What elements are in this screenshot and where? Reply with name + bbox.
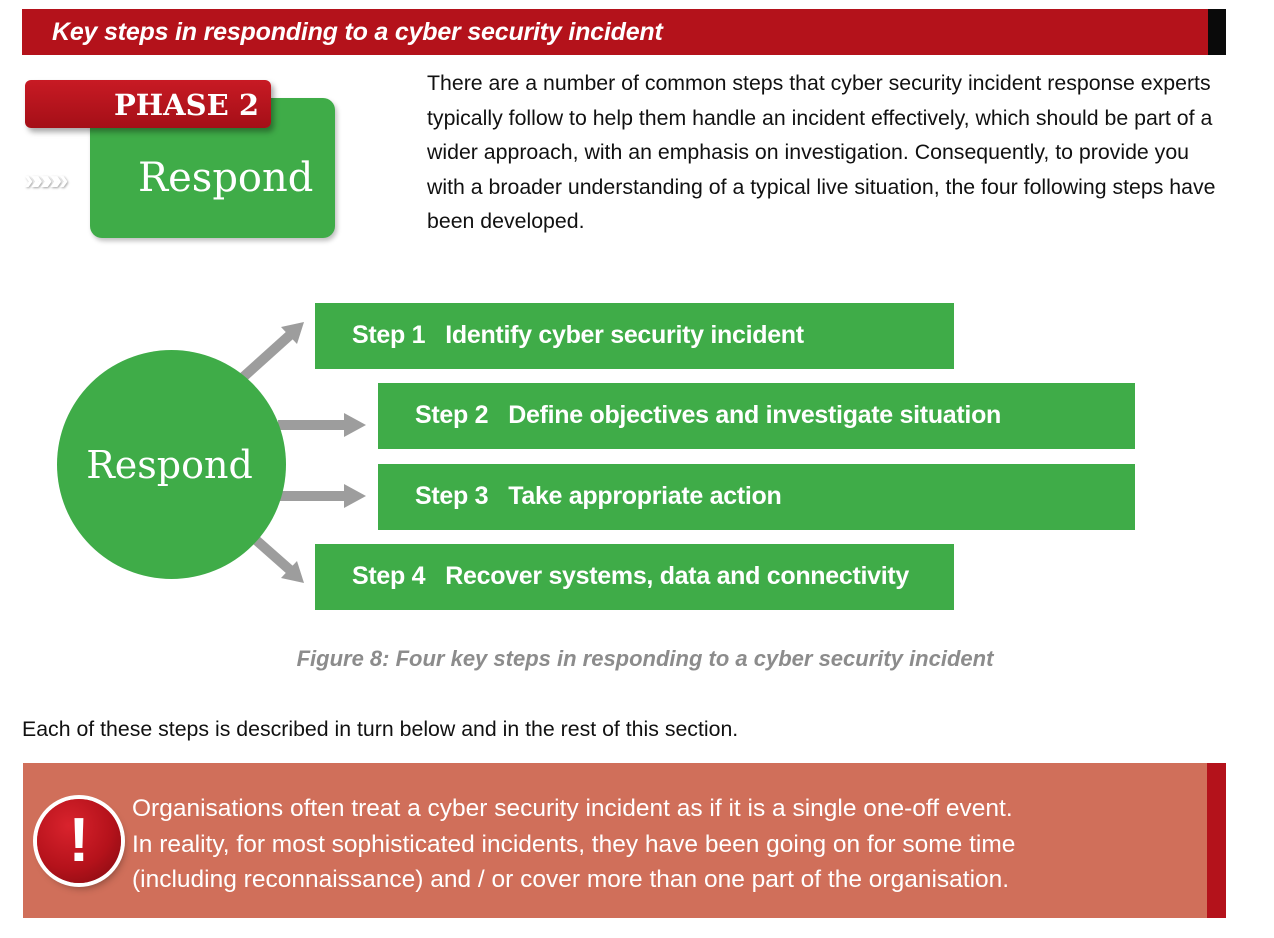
warning-line: (including reconnaissance) and / or cove… xyxy=(132,866,1010,893)
intro-paragraph: There are a number of common steps that … xyxy=(427,71,1216,234)
exclamation-glyph: ! xyxy=(68,806,90,875)
warning-line: Organisations often treat a cyber securi… xyxy=(132,795,1013,822)
header-accent-strip xyxy=(1208,9,1226,55)
warning-text: Organisations often treat a cyber securi… xyxy=(132,791,1202,898)
step-text: Recover systems, data and connectivity xyxy=(445,562,910,590)
step-box: Step 2 Define objectives and investigate … xyxy=(378,383,1135,449)
step-box: Step 3 Take appropriate action xyxy=(378,464,1135,530)
step-number: Step 2 xyxy=(415,401,489,429)
step-number: Step 3 xyxy=(415,482,489,510)
figure-caption: Figure 8: Four key steps in responding t… xyxy=(296,646,994,671)
phase-badge xyxy=(25,80,271,128)
respond-circle-label: Respond xyxy=(86,443,253,487)
arrow-icon xyxy=(278,413,366,437)
chevrons-icon: »»»» xyxy=(24,164,68,195)
warning-accent-strip xyxy=(1207,763,1226,918)
warning-line: In reality, for most sophisticated incid… xyxy=(132,830,1016,858)
diagram-arrows xyxy=(236,322,366,583)
step-text: Define objectives and investigate situat… xyxy=(508,401,1002,429)
warning-callout xyxy=(23,763,1207,918)
phase-badge-label: PHASE 2 xyxy=(113,88,259,122)
exclamation-icon xyxy=(37,799,121,883)
respond-circle xyxy=(57,350,286,579)
phase-stage-label: Respond xyxy=(138,155,314,201)
section-title: Key steps in responding to a cyber secur… xyxy=(52,18,663,46)
step-number: Step 4 xyxy=(352,562,426,590)
step-text: Identify cyber security incident xyxy=(445,321,804,349)
step-box: Step 4 Recover systems, data and connecti… xyxy=(315,544,954,610)
body-paragraph: Each of these steps is described in turn… xyxy=(22,717,739,741)
step-number: Step 1 xyxy=(352,321,426,349)
section-header-bar xyxy=(22,9,1208,55)
arrow-icon xyxy=(278,484,366,508)
arrow-icon xyxy=(236,322,304,384)
arrow-icon xyxy=(252,536,304,583)
step-text: Take appropriate action xyxy=(508,482,782,510)
step-box: Step 1 Identify cyber security incident xyxy=(315,303,954,369)
